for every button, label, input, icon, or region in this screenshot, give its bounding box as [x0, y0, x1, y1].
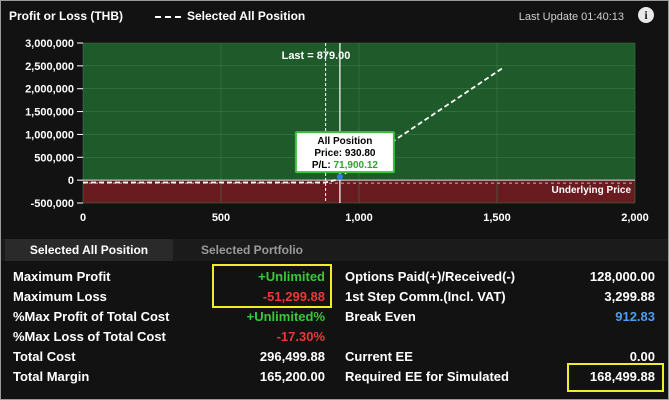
- total-margin-label: Total Margin: [13, 369, 90, 384]
- y-tick-label: 500,000: [34, 152, 74, 164]
- required-ee-label: Required EE for Simulated: [345, 369, 509, 384]
- total-margin-value: 165,200.00: [259, 369, 325, 384]
- highlight-box-profit-loss: [212, 264, 332, 308]
- last-update-text: Last Update 01:40:13: [518, 11, 624, 23]
- y-tick-label: 1,000,000: [25, 129, 74, 141]
- first-step-comm-value: 3,299.88: [604, 289, 655, 304]
- break-even-value: 912.83: [615, 309, 655, 324]
- x-tick-label: 1,500: [483, 212, 511, 224]
- tooltip-pl: P/L: 71,900.12: [312, 160, 379, 171]
- underlying-price-label: Underlying Price: [552, 185, 632, 196]
- break-even-label: Break Even: [345, 309, 416, 324]
- x-tick-label: 500: [212, 212, 230, 224]
- max-loss-value: -51,299.88: [262, 289, 325, 304]
- y-tick-label: 2,000,000: [25, 84, 74, 96]
- pct-max-profit-label: %Max Profit of Total Cost: [13, 309, 170, 324]
- pct-max-loss-value: -17.30%: [276, 329, 325, 344]
- x-tick-label: 0: [80, 212, 86, 224]
- current-ee-label: Current EE: [345, 349, 413, 364]
- info-icon[interactable]: i: [638, 7, 654, 23]
- max-profit-label: Maximum Profit: [13, 269, 111, 284]
- x-tick-label: 1,000: [345, 212, 373, 224]
- max-loss-label: Maximum Loss: [13, 289, 107, 304]
- legend-dash-swatch: [155, 16, 181, 18]
- max-profit-value: +Unlimited: [258, 269, 325, 284]
- y-tick-label: 3,000,000: [25, 38, 74, 50]
- first-step-comm-label: 1st Step Comm.(Incl. VAT): [345, 289, 506, 304]
- tab-selected-all-position[interactable]: Selected All Position: [5, 239, 173, 261]
- y-tick-label: 1,500,000: [25, 107, 74, 119]
- tooltip-box: [294, 131, 395, 174]
- required-ee-value: 168,499.88: [589, 369, 655, 384]
- pct-max-profit-value: +Unlimited%: [246, 309, 325, 324]
- pct-max-loss-label: %Max Loss of Total Cost: [13, 329, 166, 344]
- stats-panel: Maximum Profit +Unlimited Maximum Loss -…: [1, 263, 668, 397]
- tooltip-title: All Position: [317, 136, 372, 147]
- current-ee-value: 0.00: [629, 349, 655, 364]
- total-cost-value: 296,499.88: [259, 349, 325, 364]
- payoff-series-line[interactable]: [83, 67, 504, 184]
- chart-title: Profit or Loss (THB): [9, 9, 123, 23]
- y-tick-label: 0: [68, 175, 74, 187]
- tab-bar: Selected All Position Selected Portfolio: [1, 239, 668, 261]
- tooltip-price: Price: 930.80: [314, 148, 376, 159]
- y-tick-label: 2,500,000: [25, 61, 74, 73]
- options-paid-label: Options Paid(+)/Received(-): [345, 269, 516, 284]
- chart-header: Profit or Loss (THB) Selected All Positi…: [1, 1, 668, 35]
- y-tick-label: -500,000: [31, 198, 74, 210]
- highlight-box-required-ee: [567, 363, 664, 392]
- pl-chart[interactable]: -500,000 0 500,000 1,000,000 1,500,000 2,000,…: [1, 35, 668, 235]
- x-tick-label: 2,000: [621, 212, 649, 224]
- options-paid-value: 128,000.00: [589, 269, 655, 284]
- total-cost-label: Total Cost: [13, 349, 76, 364]
- position-marker[interactable]: [336, 173, 343, 180]
- tab-selected-portfolio[interactable]: Selected Portfolio: [200, 243, 304, 257]
- last-price-label: Last = 879.00: [282, 50, 351, 62]
- legend-label[interactable]: Selected All Position: [187, 9, 306, 23]
